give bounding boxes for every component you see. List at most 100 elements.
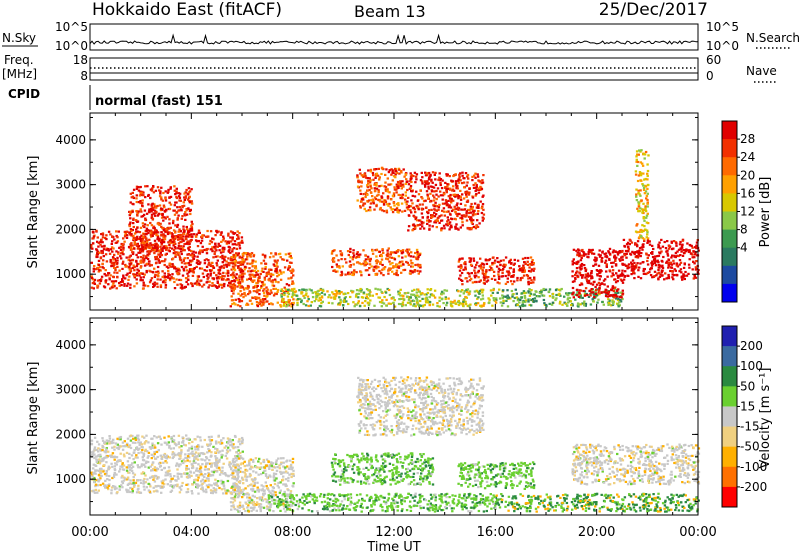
heatmap-cell xyxy=(456,187,459,190)
heatmap-cell xyxy=(637,275,640,278)
heatmap-cell xyxy=(187,187,191,190)
heatmap-cell xyxy=(256,291,259,294)
heatmap-cell xyxy=(442,302,445,305)
heatmap-cell xyxy=(248,290,251,293)
heatmap-cell xyxy=(177,242,181,245)
heatmap-cell xyxy=(197,470,200,473)
heatmap-cell xyxy=(457,303,461,307)
heatmap-cell xyxy=(479,257,482,260)
heatmap-cell xyxy=(428,304,431,307)
heatmap-cell xyxy=(215,229,218,232)
heatmap-cell xyxy=(287,303,290,307)
heatmap-cell xyxy=(370,191,373,194)
heatmap-cell xyxy=(450,224,453,227)
heatmap-cell xyxy=(566,297,570,300)
heatmap-cell xyxy=(177,230,180,233)
heatmap-cell xyxy=(507,270,510,273)
heatmap-cell xyxy=(231,302,234,306)
heatmap-cell xyxy=(637,269,640,272)
heatmap-cell xyxy=(360,263,363,266)
heatmap-cell xyxy=(350,289,353,292)
heatmap-cell xyxy=(231,445,234,448)
heatmap-cell xyxy=(523,295,527,298)
heatmap-cell xyxy=(576,274,579,277)
heatmap-cell xyxy=(371,198,375,201)
heatmap-cell xyxy=(427,178,431,181)
heatmap-cell xyxy=(656,272,659,275)
heatmap-cell xyxy=(434,201,437,204)
heatmap-cell xyxy=(217,272,221,275)
heatmap-cell xyxy=(201,234,204,237)
heatmap-cell xyxy=(395,206,399,209)
heatmap-cell xyxy=(453,193,457,196)
heatmap-cell xyxy=(144,218,147,221)
heatmap-cell xyxy=(682,252,686,255)
heatmap-cell xyxy=(357,253,360,256)
heatmap-cell xyxy=(524,291,528,294)
heatmap-cell xyxy=(453,205,456,208)
heatmap-cell xyxy=(289,269,292,272)
heatmap-cell xyxy=(96,284,99,287)
heatmap-cell xyxy=(642,208,645,211)
heatmap-cell xyxy=(191,274,195,277)
heatmap-cell xyxy=(154,189,158,192)
heatmap-cell xyxy=(628,243,631,246)
heatmap-cell xyxy=(174,224,177,227)
heatmap-cell xyxy=(464,303,468,306)
heatmap-cell xyxy=(435,226,438,229)
heatmap-cell xyxy=(658,241,661,244)
heatmap-cell xyxy=(463,290,467,293)
heatmap-cell xyxy=(528,266,531,269)
heatmap-cell xyxy=(178,491,182,494)
heatmap-cell xyxy=(446,173,449,176)
heatmap-cell xyxy=(168,274,171,277)
heatmap-cell xyxy=(416,251,419,254)
heatmap-cell xyxy=(145,244,148,247)
heatmap-cell xyxy=(423,303,426,307)
heatmap-cell xyxy=(404,201,407,204)
heatmap-cell xyxy=(601,250,604,253)
heatmap-cell xyxy=(383,266,387,269)
heatmap-cell xyxy=(259,300,262,303)
heatmap-cell xyxy=(586,255,589,258)
heatmap-cell xyxy=(279,305,283,308)
heatmap-cell xyxy=(147,194,150,197)
heatmap-cell xyxy=(121,244,125,247)
heatmap-cell xyxy=(675,242,678,245)
heatmap-cell xyxy=(203,248,206,252)
heatmap-cell xyxy=(304,294,308,297)
heatmap-cell xyxy=(169,232,172,235)
heatmap-cell xyxy=(154,262,158,265)
heatmap-cell xyxy=(270,252,273,255)
heatmap-cell xyxy=(657,278,660,281)
heatmap-cell xyxy=(575,249,578,252)
heatmap-cell xyxy=(522,267,526,270)
heatmap-cell xyxy=(160,248,163,251)
heatmap-cell xyxy=(153,444,156,448)
heatmap-cell xyxy=(208,284,211,287)
heatmap-cell xyxy=(387,247,390,250)
heatmap-cell xyxy=(318,293,321,296)
heatmap-cell xyxy=(141,250,145,253)
heatmap-cell xyxy=(186,283,190,286)
heatmap-cell xyxy=(135,231,138,234)
heatmap-cell xyxy=(528,303,531,307)
heatmap-cell xyxy=(155,282,158,285)
heatmap-cell xyxy=(637,210,640,213)
heatmap-cell xyxy=(646,231,649,234)
heatmap-cell xyxy=(96,286,99,289)
heatmap-cell xyxy=(225,272,228,275)
heatmap-cell xyxy=(240,261,243,264)
heatmap-cell xyxy=(594,263,598,266)
heatmap-cell xyxy=(641,248,644,251)
heatmap-cell xyxy=(162,191,165,195)
heatmap-cell xyxy=(129,259,132,262)
heatmap-cell xyxy=(176,206,179,209)
heatmap-cell xyxy=(640,246,643,249)
heatmap-cell xyxy=(416,294,419,297)
heatmap-cell xyxy=(215,274,218,277)
heatmap-cell xyxy=(123,240,126,243)
heatmap-cell xyxy=(211,250,214,253)
heatmap-cell xyxy=(548,295,552,298)
heatmap-cell xyxy=(261,283,264,286)
